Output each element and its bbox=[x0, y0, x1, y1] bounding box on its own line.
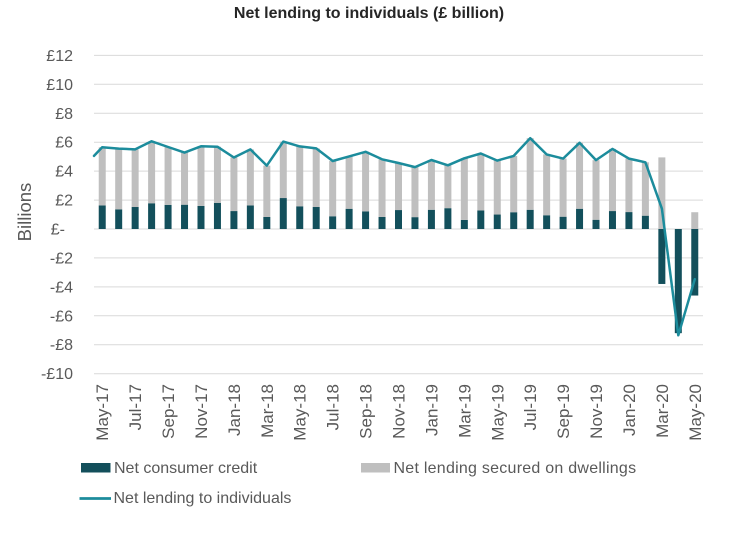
svg-text:Jul-19: Jul-19 bbox=[521, 384, 540, 430]
svg-text:-£10: -£10 bbox=[41, 366, 73, 383]
svg-text:May-19: May-19 bbox=[488, 384, 507, 441]
svg-text:£4: £4 bbox=[55, 164, 73, 181]
svg-text:Nov-17: Nov-17 bbox=[192, 384, 211, 439]
svg-text:Sep-17: Sep-17 bbox=[159, 384, 178, 439]
svg-text:£6: £6 bbox=[55, 135, 73, 152]
svg-text:£-: £- bbox=[51, 222, 65, 239]
svg-text:£8: £8 bbox=[55, 106, 73, 123]
svg-text:Net lending secured on dwellin: Net lending secured on dwellings bbox=[394, 460, 637, 477]
svg-text:Net lending to individuals (£: Net lending to individuals (£ billion) bbox=[234, 5, 504, 22]
svg-text:Sep-19: Sep-19 bbox=[554, 384, 573, 439]
svg-text:May-18: May-18 bbox=[291, 384, 310, 441]
svg-text:Sep-18: Sep-18 bbox=[357, 384, 376, 439]
svg-text:-£2: -£2 bbox=[50, 250, 73, 267]
svg-text:May-17: May-17 bbox=[93, 384, 112, 441]
svg-text:Billions: Billions bbox=[14, 183, 35, 242]
svg-text:May-20: May-20 bbox=[686, 384, 705, 441]
svg-text:£2: £2 bbox=[55, 193, 73, 210]
svg-text:Net lending to individuals: Net lending to individuals bbox=[114, 490, 292, 507]
svg-text:Mar-18: Mar-18 bbox=[258, 384, 277, 438]
svg-text:Jan-18: Jan-18 bbox=[225, 384, 244, 436]
svg-text:Jan-19: Jan-19 bbox=[422, 384, 441, 436]
svg-text:Mar-20: Mar-20 bbox=[653, 384, 672, 438]
svg-text:Jul-17: Jul-17 bbox=[126, 384, 145, 430]
svg-text:Jul-18: Jul-18 bbox=[324, 384, 343, 430]
svg-text:Jan-20: Jan-20 bbox=[620, 384, 639, 436]
svg-text:Nov-18: Nov-18 bbox=[390, 384, 409, 439]
svg-text:-£4: -£4 bbox=[50, 279, 73, 296]
svg-text:£12: £12 bbox=[46, 48, 73, 65]
svg-text:Net consumer credit: Net consumer credit bbox=[114, 460, 258, 477]
svg-text:-£6: -£6 bbox=[50, 308, 73, 325]
svg-text:Nov-19: Nov-19 bbox=[587, 384, 606, 439]
svg-text:-£8: -£8 bbox=[50, 337, 73, 354]
svg-text:£10: £10 bbox=[46, 77, 73, 94]
svg-text:Mar-19: Mar-19 bbox=[455, 384, 474, 438]
